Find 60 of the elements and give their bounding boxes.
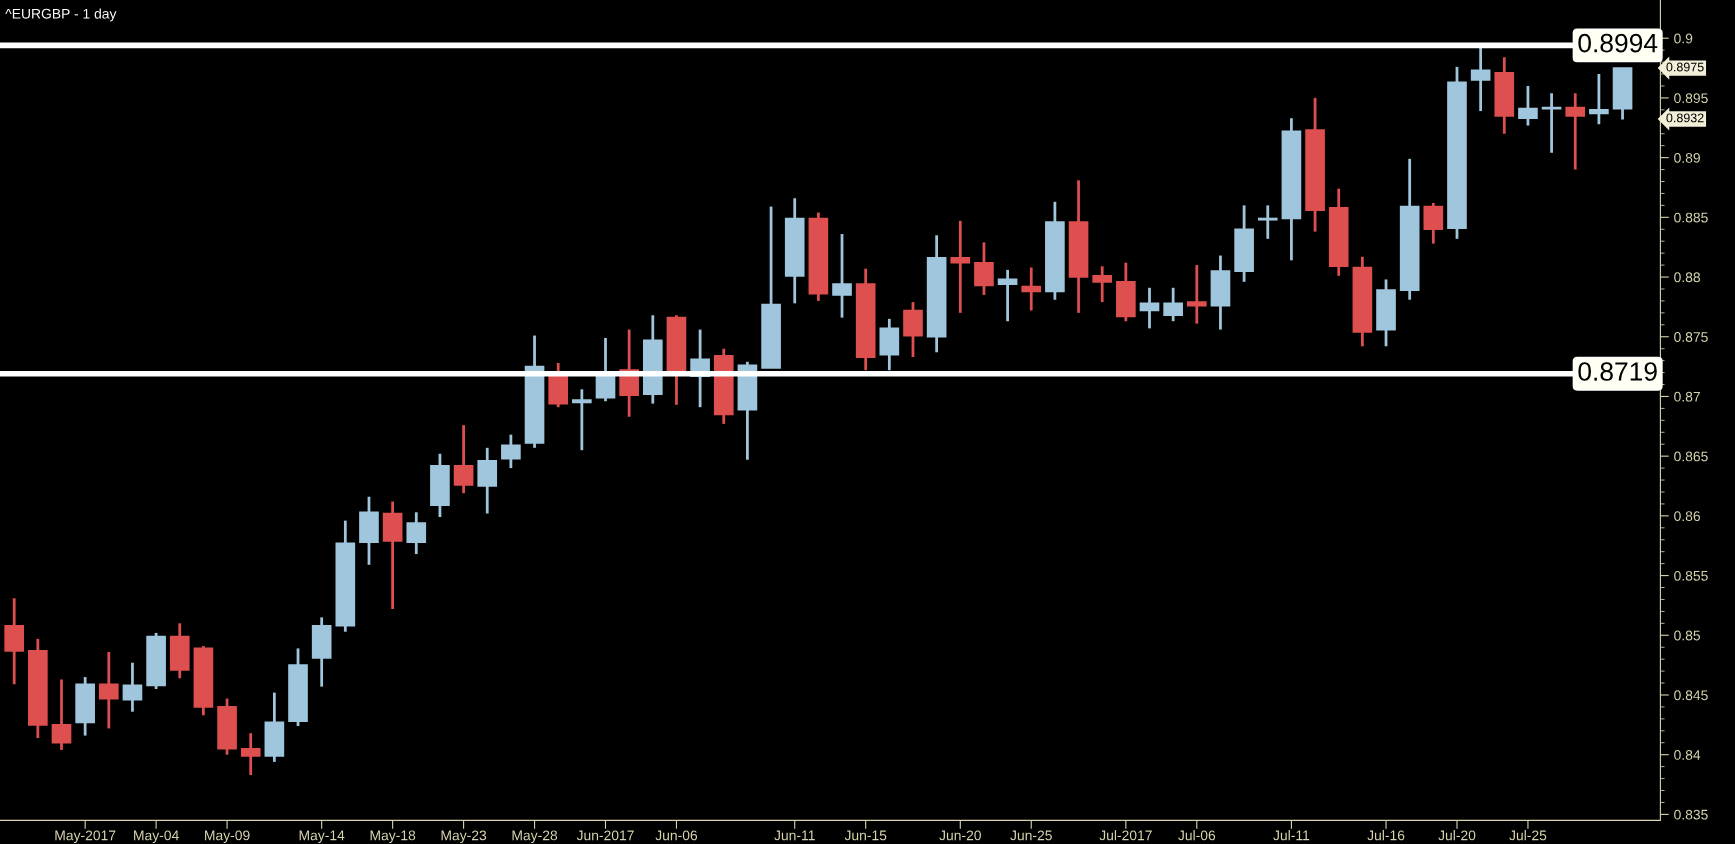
x-tick-label: May-04 xyxy=(134,830,179,844)
x-tick-label: Jun-11 xyxy=(774,830,815,841)
x-tick-label: Jun-2017 xyxy=(576,830,634,841)
x-tick-label: May-18 xyxy=(370,830,416,844)
candlestick xyxy=(997,268,1018,323)
x-tick-label: May-23 xyxy=(441,830,487,844)
x-tick-label: Jun-25 xyxy=(1010,830,1052,841)
candlestick xyxy=(51,678,72,752)
y-tick-label: 0.845 xyxy=(1674,690,1708,701)
y-tick-label: 0.855 xyxy=(1674,570,1708,581)
text: 0.8975 xyxy=(1666,62,1704,72)
candlestick xyxy=(572,387,592,452)
candlestick xyxy=(1565,91,1586,171)
x-tick-label: May-28 xyxy=(512,830,558,844)
x-tick-label: Jun-15 xyxy=(844,830,887,841)
text: 0.8932 xyxy=(1666,113,1704,123)
y-tick-label: 0.87 xyxy=(1674,391,1700,402)
x-tick-label: Jun-20 xyxy=(939,830,981,841)
y-tick-label: 0.885 xyxy=(1674,212,1708,223)
x-tick-label: May-14 xyxy=(299,830,345,844)
candlestick xyxy=(1257,204,1278,241)
candlestick xyxy=(974,241,994,297)
candlestick xyxy=(240,731,261,777)
y-tick-label: 0.875 xyxy=(1674,332,1708,342)
x-tick-label: Jul-2017 xyxy=(1099,830,1152,841)
candlestick xyxy=(98,650,119,730)
ref-line-label: 0.8719 xyxy=(1578,362,1657,381)
candlestick xyxy=(1423,201,1444,245)
candlestick xyxy=(406,510,427,556)
candlestick xyxy=(1186,263,1207,325)
candlestick xyxy=(1589,72,1609,126)
candlestick xyxy=(1139,286,1160,330)
x-tick-label: May-2017 xyxy=(55,830,116,844)
candlestick xyxy=(832,232,852,320)
x-tick-label: Jul-06 xyxy=(1178,830,1216,841)
text: ^EURGBP - 1 day xyxy=(5,8,117,22)
candlestick xyxy=(1163,286,1183,323)
x-tick-label: Jul-20 xyxy=(1438,830,1476,841)
ref-line-label: 0.8994 xyxy=(1578,33,1658,53)
candlestick xyxy=(1021,266,1042,312)
x-tick-label: Jul-16 xyxy=(1367,830,1405,841)
x-tick-label: Jul-11 xyxy=(1273,830,1310,841)
y-tick-label: 0.9 xyxy=(1674,33,1693,44)
y-tick-label: 0.835 xyxy=(1674,809,1708,820)
candlestick xyxy=(453,423,474,495)
x-tick-label: Jun-06 xyxy=(655,830,698,841)
candlestick xyxy=(501,433,521,470)
y-tick-label: 0.84 xyxy=(1674,750,1701,760)
x-tick-label: Jul-25 xyxy=(1509,830,1547,841)
x-tick-label: May-09 xyxy=(205,830,250,844)
candlestick xyxy=(1518,84,1538,127)
y-tick-label: 0.865 xyxy=(1674,451,1708,462)
y-tick-label: 0.895 xyxy=(1674,93,1708,104)
y-tick-label: 0.89 xyxy=(1674,152,1700,163)
y-tick-label: 0.85 xyxy=(1674,630,1701,641)
y-tick-label: 0.88 xyxy=(1674,272,1701,283)
candlestick xyxy=(950,219,971,315)
candlestick xyxy=(122,661,143,714)
candlestick xyxy=(1092,264,1113,304)
y-tick-label: 0.86 xyxy=(1674,511,1701,522)
